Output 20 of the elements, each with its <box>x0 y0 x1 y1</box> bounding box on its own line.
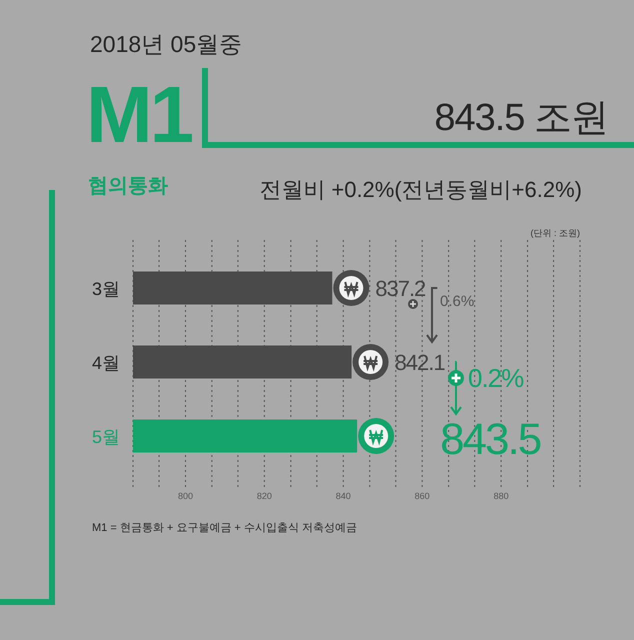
y-tick-label: 3월 <box>92 279 120 299</box>
x-tick-label: 800 <box>178 491 193 501</box>
text: M1 = 현금통화 + 요구불예금 + 수시입출식 저축성예금 <box>92 522 357 534</box>
y-tick-label: 5월 <box>92 427 120 447</box>
x-tick-label: 820 <box>256 491 272 501</box>
data-label: 843.5 <box>440 415 541 464</box>
text: (단위 : 조원) <box>530 228 580 238</box>
annotation: 0.2% <box>468 363 524 393</box>
text: 843.5 조원 <box>434 97 608 139</box>
data-label: 842.1 <box>394 350 446 375</box>
text: M1 <box>86 70 193 159</box>
x-tick-label: 840 <box>336 491 351 501</box>
x-tick-label: 880 <box>494 491 509 501</box>
annotation: 0.6% <box>440 293 474 310</box>
data-label: 837.2 <box>375 276 426 301</box>
text: 협의통화 <box>88 175 168 197</box>
y-tick-label: 4월 <box>92 353 120 373</box>
x-tick-label: 860 <box>414 491 430 501</box>
chart-subtitle: 전월비 +0.2%(전년동월비+6.2%) <box>259 177 582 202</box>
chart-title: 2018년 05월중 <box>90 31 242 57</box>
